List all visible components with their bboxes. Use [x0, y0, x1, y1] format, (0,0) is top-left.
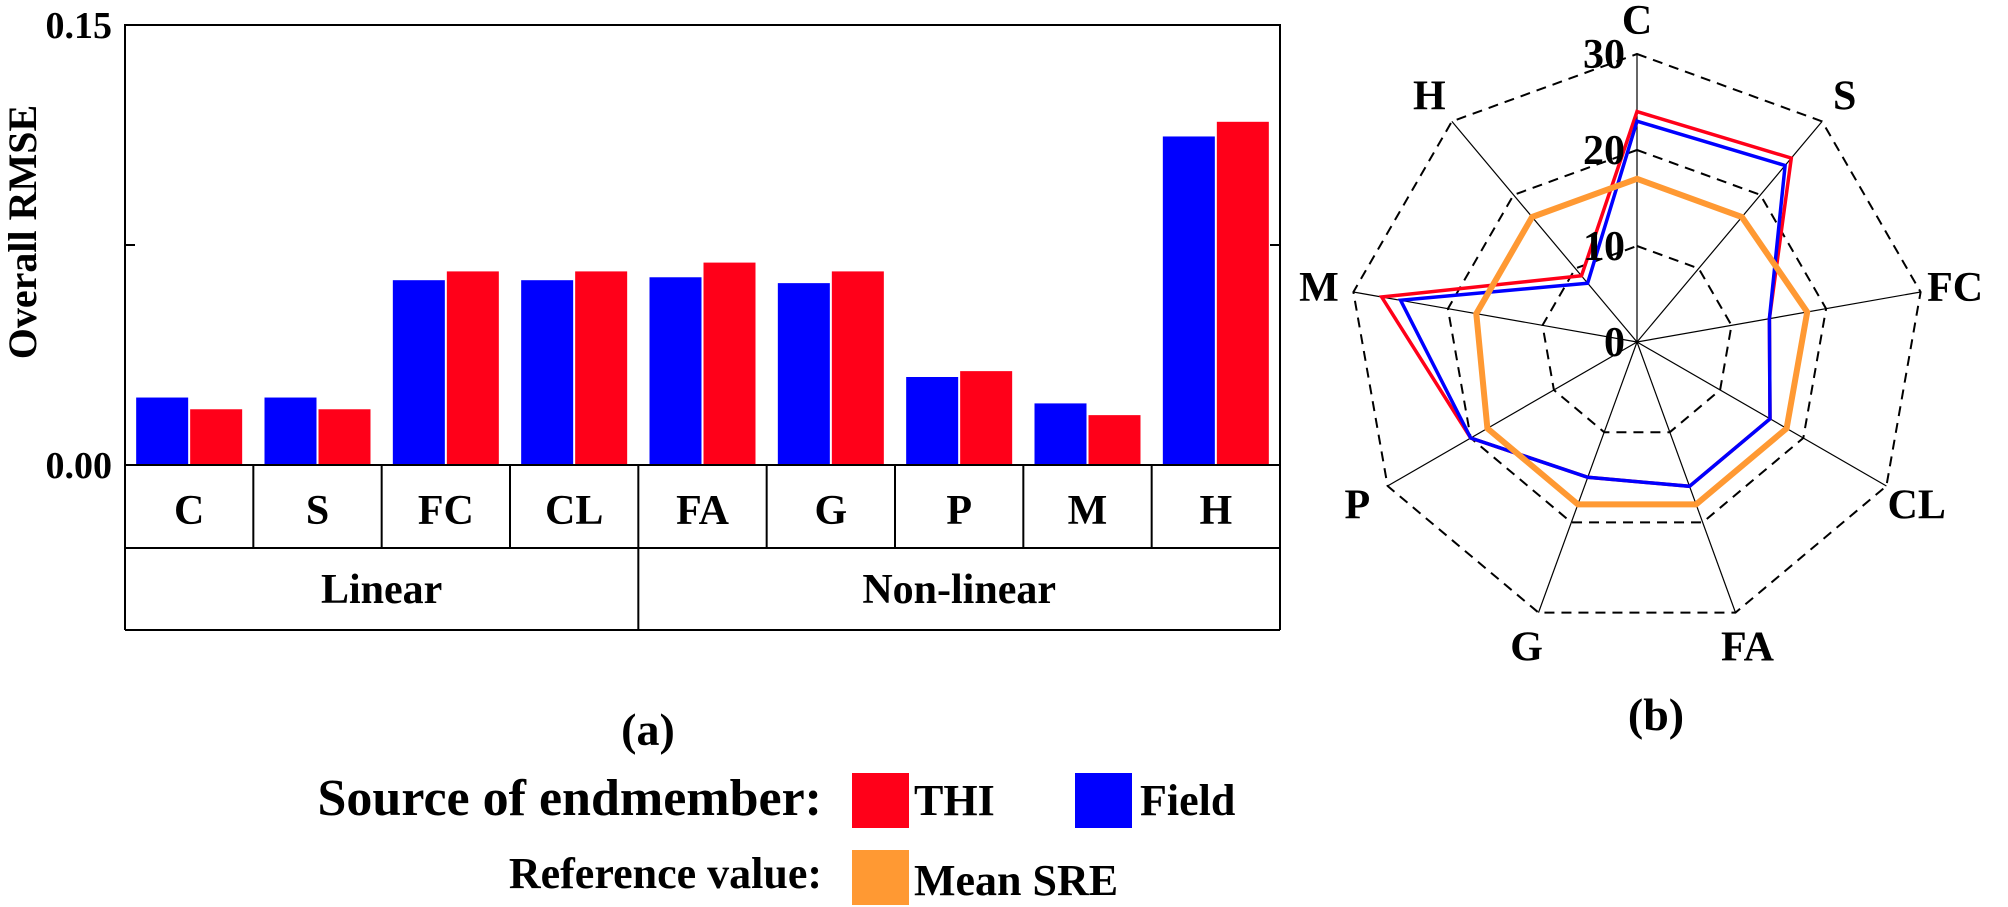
radar-grid-ring-30: [1352, 52, 1922, 614]
radar-series-field: [1397, 119, 1787, 489]
radar-labels: 0 10 20 30C S FC CL FA G P M H: [1299, 0, 1983, 671]
bar-thi-fa: [703, 262, 756, 465]
legend-source-title: Source of endmember:: [318, 770, 823, 827]
bar-thi-h: [1216, 121, 1269, 466]
radar-spoke-fa: [1636, 341, 1737, 613]
bar-field-fa: [649, 277, 702, 465]
category-table: C S FC CL FA G P M H Linear Non-linear: [124, 465, 1281, 631]
radar-chart-panel: 0 10 20 30C S FC CL FA G P M H: [1299, 0, 1983, 671]
radar-grid: [1352, 52, 1922, 614]
radar-tick-label-30: 30: [1583, 32, 1625, 78]
radar-tick-label-10: 10: [1583, 224, 1625, 270]
radar-axis-label-fa: FA: [1721, 625, 1775, 671]
legend-swatch-thi: [852, 773, 909, 828]
radar-tick-label-0: 0: [1604, 320, 1625, 366]
legend-label-field: Field: [1140, 776, 1235, 825]
panel-label-b: (b): [1628, 689, 1684, 740]
category-label-c: C: [174, 488, 204, 534]
radar-axis-label-p: P: [1344, 483, 1370, 529]
bar-field-p: [906, 377, 959, 465]
group-label-linear: Linear: [321, 567, 442, 613]
bar-thi-cl: [575, 271, 628, 465]
y-tick-label-max: 0.15: [46, 5, 113, 47]
radar-spoke-cl: [1636, 341, 1887, 487]
group-label-non-linear: Non-linear: [862, 567, 1056, 613]
radar-axis-label-c: C: [1622, 0, 1652, 44]
category-label-h: H: [1199, 488, 1232, 534]
radar-series: [1378, 109, 1811, 508]
panel-label-a: (a): [621, 704, 675, 755]
bar-field-g: [777, 283, 830, 465]
bar-field-cl: [521, 280, 574, 465]
radar-series-mean-sre: [1473, 175, 1811, 508]
bar-thi-g: [831, 271, 884, 465]
category-label-m: M: [1068, 488, 1108, 534]
radar-axis-label-cl: CL: [1888, 483, 1946, 529]
radar-spoke-h: [1451, 120, 1638, 343]
legend-reference-title: Reference value:: [509, 849, 822, 898]
category-label-s: S: [306, 488, 329, 534]
bar-field-s: [264, 397, 317, 465]
radar-spoke-s: [1636, 120, 1823, 343]
legend-label-mean-sre: Mean SRE: [914, 856, 1118, 905]
radar-axis-label-m: M: [1299, 265, 1339, 311]
radar-grid-ring-10: [1541, 244, 1733, 434]
bar-field-c: [136, 397, 189, 465]
bar-thi-s: [318, 409, 371, 465]
category-label-cl: CL: [545, 488, 603, 534]
radar-axis-label-s: S: [1833, 74, 1856, 120]
radar-spoke-fc: [1636, 291, 1921, 343]
radar-spoke-p: [1387, 341, 1638, 487]
y-tick-label-min: 0.00: [46, 445, 113, 487]
category-label-fc: FC: [418, 488, 474, 534]
bar-chart-panel: 0.15 0.00 Overall RMSE C S FC CL FA G P M H Linea…: [0, 5, 1281, 631]
radar-axis-label-h: H: [1413, 74, 1446, 120]
radar-axis-label-fc: FC: [1927, 265, 1983, 311]
category-label-p: P: [946, 488, 972, 534]
y-axis-label: Overall RMSE: [0, 105, 45, 359]
category-label-g: G: [814, 488, 847, 534]
legend-swatch-mean-sre: [852, 850, 909, 905]
bar-field-fc: [392, 280, 445, 465]
bar-thi-m: [1088, 415, 1141, 465]
bar-thi-c: [190, 409, 243, 465]
bar-marks: [136, 121, 1269, 466]
category-label-fa: FA: [676, 488, 730, 534]
bar-field-h: [1162, 136, 1215, 465]
radar-tick-label-20: 20: [1583, 128, 1625, 174]
legend: Source of endmember: THI Field Reference…: [318, 770, 1235, 905]
bar-field-m: [1034, 403, 1087, 465]
bar-thi-p: [960, 371, 1013, 465]
legend-label-thi: THI: [914, 776, 995, 825]
radar-axis-label-g: G: [1510, 625, 1543, 671]
legend-swatch-field: [1075, 773, 1132, 828]
bar-thi-fc: [446, 271, 499, 465]
